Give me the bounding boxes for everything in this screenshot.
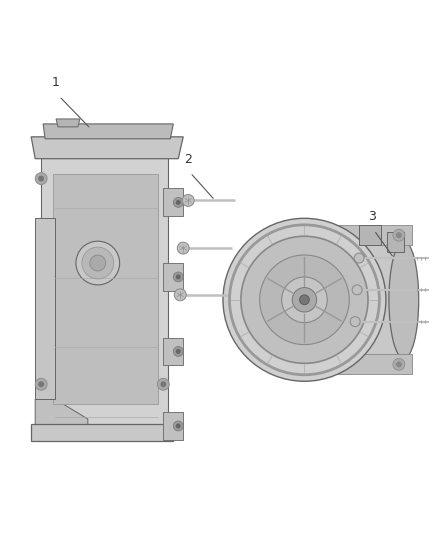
Circle shape xyxy=(173,346,183,357)
Polygon shape xyxy=(163,189,183,216)
Polygon shape xyxy=(359,225,381,245)
Polygon shape xyxy=(163,263,183,291)
Circle shape xyxy=(260,255,349,345)
Circle shape xyxy=(396,232,402,238)
Circle shape xyxy=(176,200,181,205)
Polygon shape xyxy=(309,225,412,245)
Circle shape xyxy=(352,285,362,295)
Circle shape xyxy=(76,241,120,285)
Polygon shape xyxy=(163,337,183,365)
Polygon shape xyxy=(31,137,183,159)
Polygon shape xyxy=(41,139,168,429)
Circle shape xyxy=(396,361,402,367)
Polygon shape xyxy=(163,412,183,440)
Ellipse shape xyxy=(389,241,419,359)
Text: 3: 3 xyxy=(368,211,376,223)
Circle shape xyxy=(35,173,47,184)
Circle shape xyxy=(160,381,166,387)
Text: 2: 2 xyxy=(184,152,192,166)
Circle shape xyxy=(173,197,183,207)
FancyBboxPatch shape xyxy=(297,239,406,360)
Circle shape xyxy=(393,358,405,370)
Circle shape xyxy=(176,274,181,279)
Polygon shape xyxy=(387,232,404,252)
Polygon shape xyxy=(53,174,159,404)
Circle shape xyxy=(300,295,309,305)
Circle shape xyxy=(38,381,44,387)
Polygon shape xyxy=(35,219,55,399)
Polygon shape xyxy=(309,354,412,374)
Circle shape xyxy=(173,421,183,431)
Circle shape xyxy=(174,289,186,301)
Circle shape xyxy=(223,219,386,381)
Circle shape xyxy=(177,242,189,254)
Circle shape xyxy=(176,349,181,354)
Circle shape xyxy=(241,236,368,364)
Circle shape xyxy=(38,175,44,182)
Circle shape xyxy=(354,253,364,263)
Circle shape xyxy=(176,424,181,429)
Circle shape xyxy=(173,272,183,282)
Polygon shape xyxy=(35,399,88,429)
Circle shape xyxy=(292,288,317,312)
Circle shape xyxy=(90,255,106,271)
Polygon shape xyxy=(31,424,173,441)
Polygon shape xyxy=(43,124,173,139)
Circle shape xyxy=(157,378,170,390)
Circle shape xyxy=(182,195,194,206)
Text: 1: 1 xyxy=(52,76,60,89)
Polygon shape xyxy=(56,119,80,127)
Circle shape xyxy=(35,378,47,390)
Circle shape xyxy=(282,277,327,322)
Circle shape xyxy=(393,229,405,241)
Circle shape xyxy=(82,247,114,279)
Circle shape xyxy=(350,317,360,327)
